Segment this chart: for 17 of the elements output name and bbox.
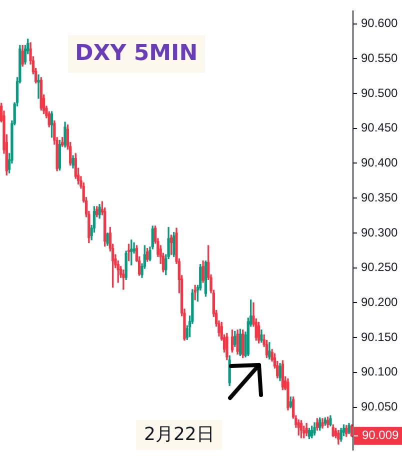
y-tick-label: 90.450 xyxy=(361,120,398,135)
y-tick-label: 90.350 xyxy=(361,190,398,204)
text: DXY 5MIN xyxy=(68,35,205,73)
y-tick-label: 90.400 xyxy=(361,156,398,170)
candlestick xyxy=(37,74,40,99)
y-tick-label: 90.250 xyxy=(361,260,398,274)
y-tick-label: 90.550 xyxy=(361,50,398,65)
y-tick-label: 90.050 xyxy=(361,400,398,414)
annotation: 2月22日 xyxy=(136,420,222,450)
y-tick-label: 90.600 xyxy=(361,16,398,30)
y-tick-label: 90.150 xyxy=(361,330,398,344)
y-tick-label: 90.500 xyxy=(361,86,398,100)
y-tick-label: 90.100 xyxy=(361,364,398,379)
y-tick-label: 90.200 xyxy=(361,294,398,309)
text: 90.009 xyxy=(362,428,400,442)
candlestick xyxy=(194,284,196,300)
y-tick-label: 90.300 xyxy=(361,225,398,240)
